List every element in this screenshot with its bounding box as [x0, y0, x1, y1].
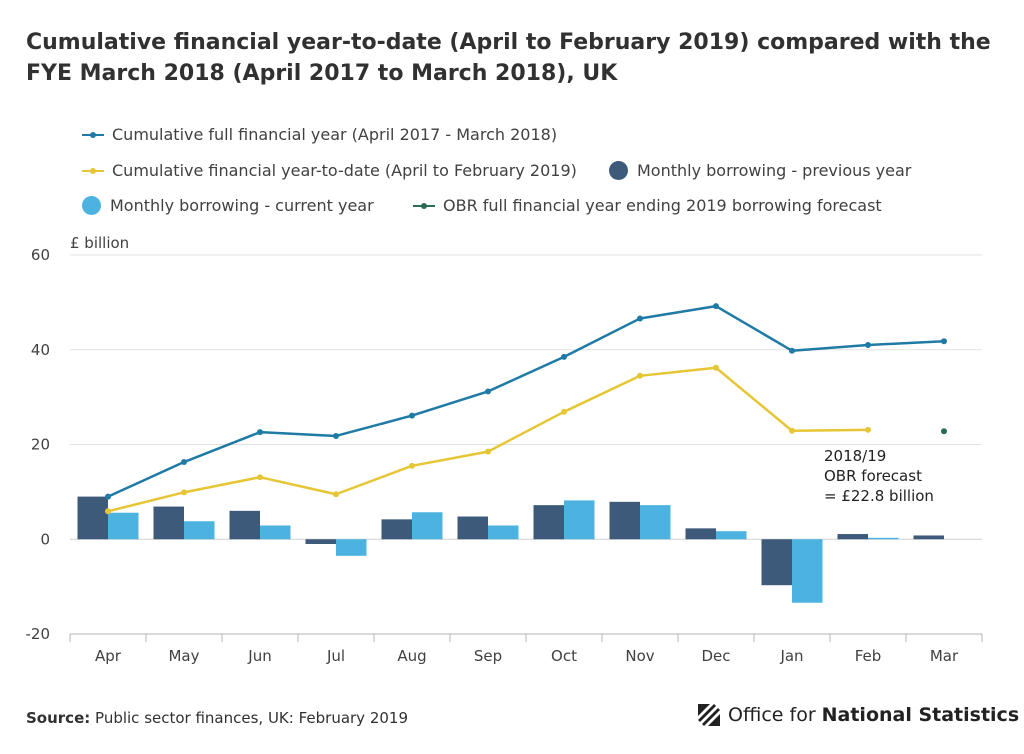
y-tick-label: -20 [26, 625, 51, 643]
annotation-text: 2018/19 [824, 447, 886, 465]
x-tick-label: Jun [247, 647, 271, 665]
x-tick-label: Aug [397, 647, 426, 665]
bar [761, 539, 792, 586]
line-point [637, 372, 643, 379]
bar [716, 531, 747, 540]
bar [609, 501, 640, 540]
bar [412, 512, 443, 540]
legend-label: Monthly borrowing - current year [110, 196, 374, 215]
x-tick-label: Nov [625, 647, 654, 665]
bar [305, 539, 336, 544]
x-tick-label: Jul [326, 647, 345, 665]
bar [260, 525, 291, 540]
line-point [409, 412, 415, 419]
line-point [637, 315, 643, 322]
legend-item-monthly-current[interactable]: Monthly borrowing - current year [82, 196, 374, 215]
bar [336, 539, 367, 556]
bar [457, 516, 488, 540]
y-tick-label: 0 [40, 530, 50, 548]
legend-dot-marker [82, 196, 101, 215]
bar [913, 535, 944, 540]
legend-line-marker [82, 167, 104, 174]
legend-line-marker [82, 131, 104, 138]
line-point [181, 489, 187, 496]
line-point [181, 459, 187, 466]
chart-plot: -20 0 20 40 60 Apr May Jun Jul Aug Sep Oct Nov Dec Jan… [26, 234, 983, 665]
legend-item-monthly-previous[interactable]: Monthly borrowing - previous year [609, 161, 911, 180]
x-tick-label: Sep [474, 647, 502, 665]
x-tick-label: May [168, 647, 199, 665]
bars [77, 496, 944, 603]
annotation-text: OBR forecast [824, 467, 922, 485]
legend: Cumulative full financial year (April 20… [0, 0, 1024, 230]
legend-label: Monthly borrowing - previous year [637, 161, 912, 180]
x-tick-label: Feb [855, 647, 882, 665]
logo-text-bold: National Statistics [821, 704, 1020, 726]
line-point [561, 408, 567, 415]
x-tick-label: Mar [930, 647, 959, 665]
line-point [485, 388, 491, 395]
line-point [865, 426, 871, 433]
source-text: Public sector finances, UK: February 201… [95, 709, 409, 727]
bar [108, 512, 139, 540]
line-point [409, 462, 415, 469]
bar [640, 505, 671, 540]
line-point [789, 427, 795, 434]
legend-label: OBR full financial year ending 2019 borr… [443, 196, 882, 215]
line-point [561, 353, 567, 360]
bar [868, 537, 899, 540]
source-label: Source: [26, 709, 91, 727]
legend-item-obr-forecast[interactable]: OBR full financial year ending 2019 borr… [413, 196, 882, 215]
bar [837, 534, 868, 540]
line-point [257, 474, 263, 481]
line-point [257, 429, 263, 436]
legend-dot-marker [609, 161, 628, 180]
bar [792, 539, 823, 603]
line-point [713, 364, 719, 371]
bar [381, 519, 412, 540]
bar [685, 528, 716, 540]
series-lines [105, 303, 947, 515]
forecast-annotation: 2018/19 OBR forecast = £22.8 billion [824, 447, 934, 505]
line-point [789, 347, 795, 354]
bar [564, 500, 595, 540]
line-point [865, 342, 871, 349]
logo-text: Office for [728, 704, 816, 726]
legend-item-cumulative-full-year[interactable]: Cumulative full financial year (April 20… [82, 125, 557, 144]
x-tick-label: Jan [779, 647, 803, 665]
line-point [105, 508, 111, 515]
legend-item-cumulative-ytd[interactable]: Cumulative financial year-to-date (April… [82, 161, 577, 180]
ons-logo-icon [698, 704, 720, 726]
bar [77, 496, 108, 540]
forecast-point [941, 428, 947, 435]
y-tick-label: 40 [31, 341, 50, 359]
bar [184, 521, 215, 540]
y-tick-label: 60 [31, 246, 50, 264]
bar [488, 525, 519, 540]
bar [153, 506, 184, 540]
line-point [333, 491, 339, 498]
y-axis-label: £ billion [70, 234, 129, 252]
line-point [105, 493, 111, 500]
line-point [485, 448, 491, 455]
annotation-text: = £22.8 billion [824, 487, 934, 505]
legend-label: Cumulative financial year-to-date (April… [112, 161, 577, 180]
legend-label: Cumulative full financial year (April 20… [112, 125, 558, 144]
ons-logo[interactable]: Office for National Statistics [696, 702, 1019, 728]
source-note: Source: Public sector finances, UK: Febr… [26, 709, 408, 727]
legend-line-marker [413, 202, 435, 209]
bar [229, 510, 260, 540]
x-tick-label: Dec [701, 647, 730, 665]
axes: -20 0 20 40 60 Apr May Jun Jul Aug Sep Oct Nov Dec Jan… [26, 246, 983, 665]
series-line [107, 304, 945, 498]
x-tick-label: Apr [95, 647, 122, 665]
chart-title: Cumulative financial year-to-date (April… [26, 30, 991, 86]
x-tick-label: Oct [551, 647, 577, 665]
line-point [941, 338, 947, 345]
line-point [713, 303, 719, 310]
line-point [333, 432, 339, 439]
y-tick-label: 20 [31, 436, 50, 454]
bar [533, 505, 564, 540]
gridlines [70, 254, 982, 635]
